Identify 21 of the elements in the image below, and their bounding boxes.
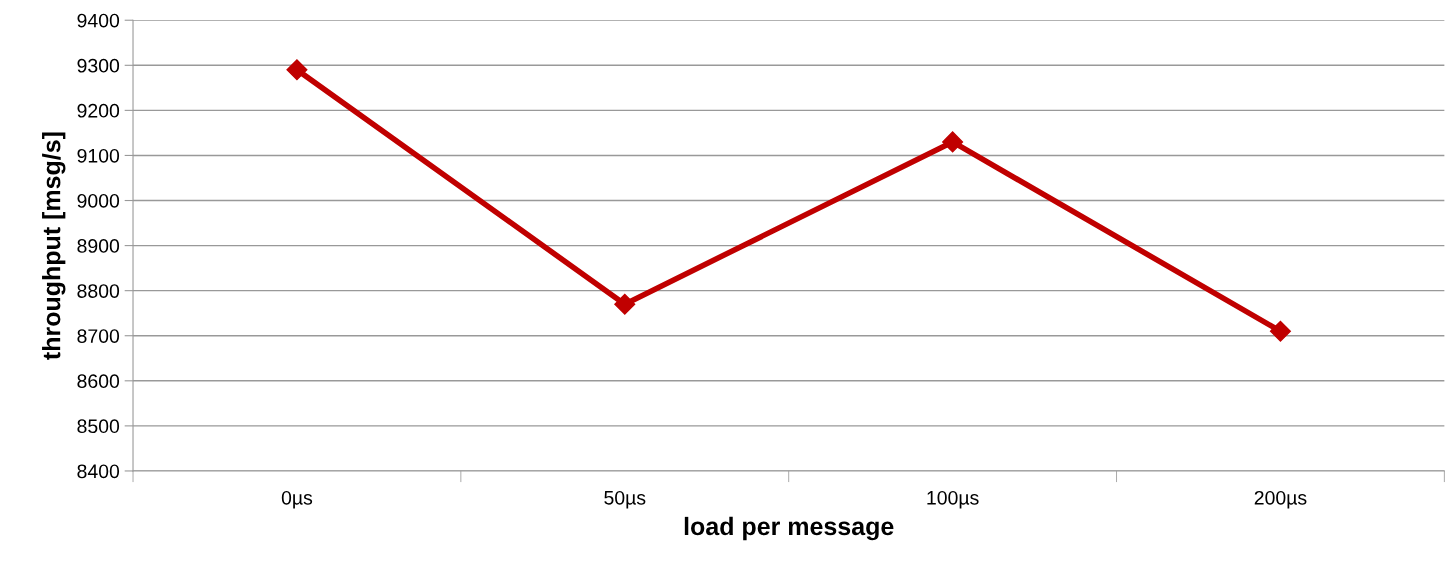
x-tick-label: 50µs [604, 490, 646, 509]
y-tick-label: 9300 [77, 58, 120, 73]
x-axis-title: load per message [684, 516, 894, 541]
y-tick-label: 8600 [77, 374, 120, 389]
y-tick-label: 8400 [77, 464, 120, 479]
point [1269, 320, 1291, 342]
point [614, 293, 636, 315]
y-tick-label: 8800 [77, 284, 120, 298]
y-tick-label: 8900 [77, 239, 120, 253]
y-tick-label: 9200 [77, 103, 120, 118]
point [286, 59, 308, 81]
x-tick-label: 200µs [1254, 490, 1307, 509]
y-tick-label: 9400 [77, 13, 120, 28]
x-tick-label: 100µs [927, 490, 979, 509]
y-axis-title: throughput [msg/s] [42, 132, 66, 360]
y-tick-label: 9000 [77, 193, 120, 208]
x-tick-label: 0µs [281, 490, 313, 509]
y-tick-label: 9100 [77, 148, 120, 163]
y-tick-label: 8500 [77, 419, 120, 434]
point [942, 131, 964, 153]
y-tick-label: 8700 [77, 329, 120, 343]
